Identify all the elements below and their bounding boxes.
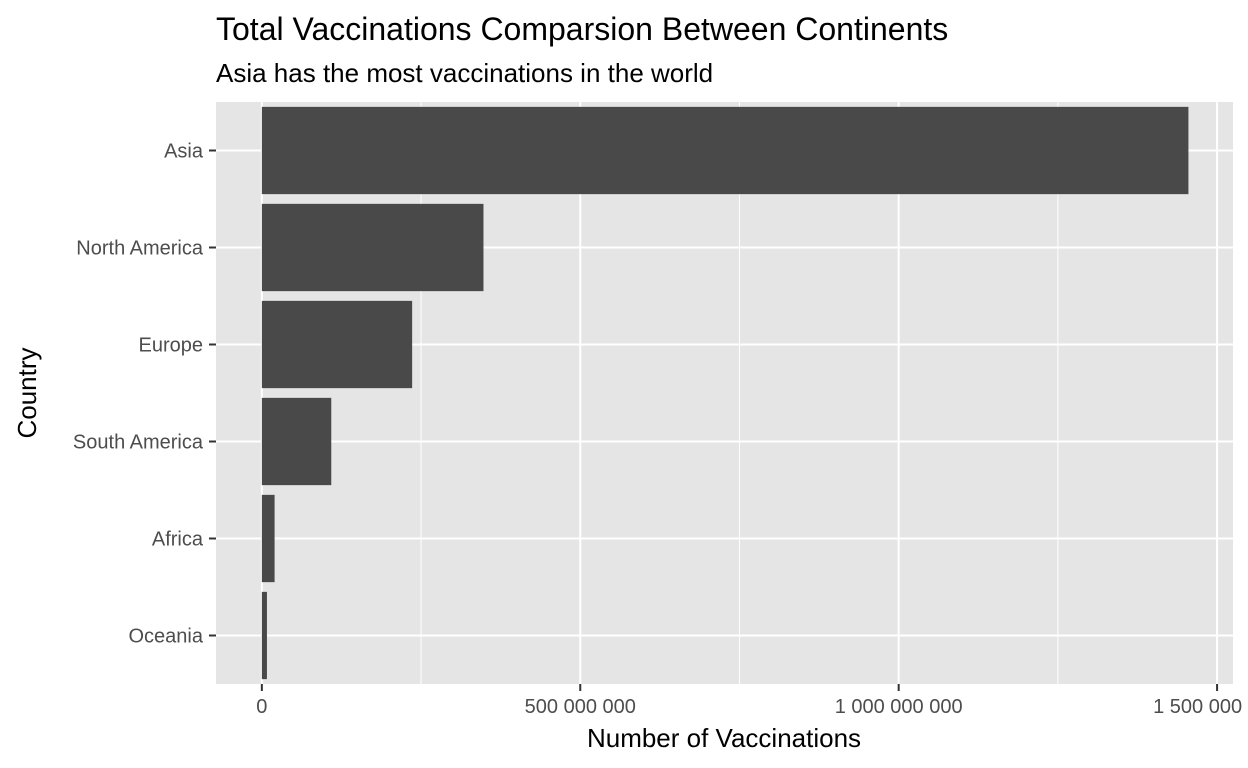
bar: [261, 203, 484, 292]
bar: [261, 106, 1189, 195]
x-tick-label: 500 000 000: [525, 696, 636, 718]
x-axis: 0 500 000 000 1 000 000 000 1 500 000 000: [256, 684, 1248, 718]
y-tick-label: Europe: [139, 335, 204, 357]
bar: [261, 591, 267, 680]
x-tick-label: 1 000 000 000: [835, 696, 963, 718]
y-tick-label: South America: [73, 432, 204, 454]
y-axis-title: Country: [12, 347, 42, 438]
y-axis: Asia North America Europe South America Afri…: [73, 141, 216, 648]
y-tick-label: Africa: [152, 529, 204, 551]
x-tick-label: 0: [256, 696, 267, 718]
y-tick-label: Asia: [164, 141, 204, 163]
bar: [261, 300, 413, 389]
chart-subtitle: Asia has the most vaccinations in the wo…: [216, 58, 713, 88]
y-tick-label: North America: [76, 238, 204, 260]
bar: [261, 494, 275, 583]
bars: [261, 106, 1189, 680]
x-tick-label: 1 500 000 000: [1153, 696, 1248, 718]
x-axis-title: Number of Vaccinations: [587, 723, 861, 753]
bar: [261, 397, 332, 486]
chart-title: Total Vaccinations Comparsion Between Co…: [216, 11, 948, 47]
plot-panel: [216, 102, 1233, 684]
y-tick-label: Oceania: [129, 626, 204, 648]
